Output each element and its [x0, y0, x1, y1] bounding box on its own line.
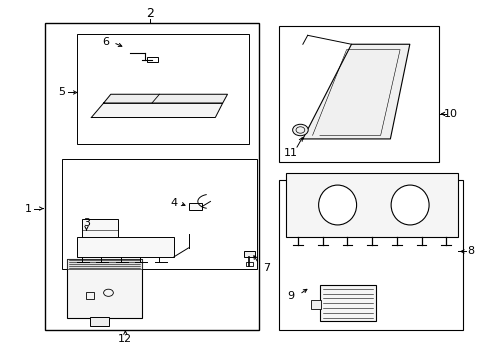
Bar: [62, 158, 256, 269]
Text: 5: 5: [59, 87, 65, 98]
Text: 7: 7: [262, 262, 269, 273]
Bar: [67, 258, 142, 269]
Text: 8: 8: [466, 247, 473, 256]
Text: 9: 9: [286, 291, 294, 301]
Bar: [77, 33, 249, 144]
Bar: [188, 203, 202, 210]
Bar: [319, 285, 375, 321]
Polygon shape: [91, 103, 222, 117]
Bar: [285, 173, 458, 237]
Bar: [278, 26, 438, 162]
Text: 12: 12: [118, 334, 132, 344]
Polygon shape: [103, 94, 227, 103]
Ellipse shape: [318, 185, 356, 225]
Bar: [67, 258, 142, 318]
Text: 1: 1: [24, 203, 32, 213]
Bar: [147, 57, 158, 62]
Ellipse shape: [390, 185, 428, 225]
Bar: [77, 237, 174, 257]
Bar: [45, 23, 259, 330]
Text: 4: 4: [170, 198, 177, 208]
Bar: [245, 262, 252, 266]
Circle shape: [292, 124, 307, 136]
Text: 6: 6: [102, 37, 109, 48]
Text: 10: 10: [443, 109, 457, 119]
Bar: [89, 317, 109, 327]
Bar: [86, 292, 94, 299]
Polygon shape: [302, 44, 409, 139]
Bar: [310, 300, 320, 309]
Text: 11: 11: [283, 148, 297, 158]
Text: 3: 3: [83, 218, 90, 228]
Bar: [243, 251, 255, 257]
Text: 2: 2: [145, 8, 153, 21]
Bar: [81, 219, 118, 239]
Bar: [278, 180, 462, 330]
